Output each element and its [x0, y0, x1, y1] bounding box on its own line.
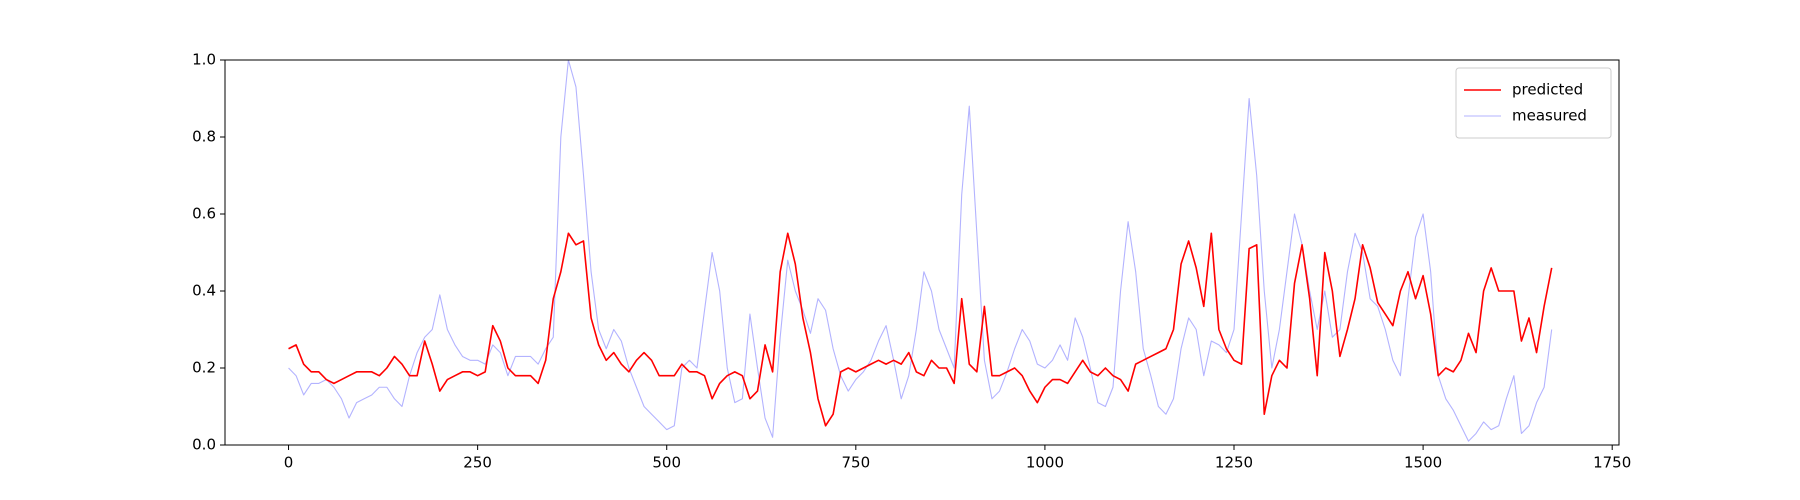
x-tick-label: 250 — [463, 454, 492, 472]
x-tick-label: 1000 — [1026, 454, 1064, 472]
x-tick-label: 750 — [841, 454, 870, 472]
x-tick-label: 1750 — [1593, 454, 1631, 472]
plot-frame — [224, 59, 1620, 446]
series-line — [288, 59, 1553, 442]
y-tick-label: 0.2 — [192, 359, 216, 377]
x-tick-label: 1250 — [1215, 454, 1253, 472]
x-tick-label: 1500 — [1404, 454, 1442, 472]
legend-label: measured — [1512, 107, 1587, 125]
series-line — [288, 232, 1553, 427]
y-tick-label: 0.6 — [192, 205, 216, 223]
y-tick-label: 0.8 — [192, 128, 216, 146]
y-tick-label: 0.0 — [192, 436, 216, 454]
y-tick-label: 0.4 — [192, 282, 216, 300]
x-tick-label: 500 — [652, 454, 681, 472]
y-tick-label: 1.0 — [192, 51, 216, 69]
legend-box — [1455, 67, 1612, 139]
legend-label: predicted — [1512, 81, 1583, 99]
x-tick-label: 0 — [284, 454, 294, 472]
